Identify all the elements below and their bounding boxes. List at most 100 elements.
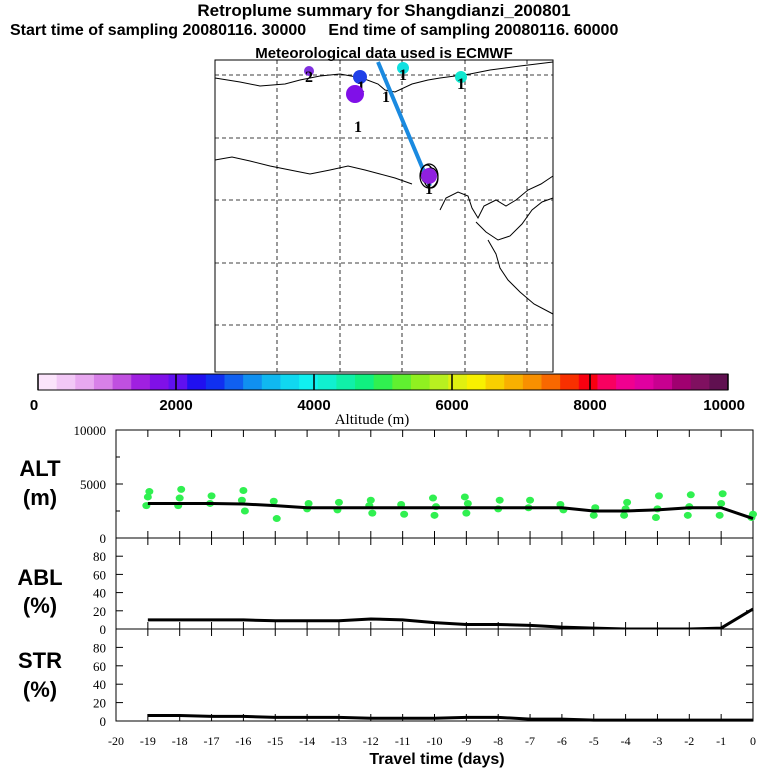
colorbar-swatch bbox=[243, 374, 263, 390]
x-tick-label: -14 bbox=[299, 734, 315, 748]
end-label: End time of sampling bbox=[328, 22, 491, 39]
particle-point bbox=[686, 491, 695, 499]
y-tick-label: 0 bbox=[100, 531, 107, 546]
str-frame bbox=[115, 628, 754, 722]
colorbar-swatch bbox=[373, 374, 393, 390]
x-tick-label: -10 bbox=[427, 734, 443, 748]
particle-point bbox=[718, 490, 727, 498]
chart-title: Retroplume summary for Shangdianzi_20080… bbox=[197, 1, 571, 20]
y-tick-label: 5000 bbox=[80, 477, 106, 492]
x-tick-label: -12 bbox=[363, 734, 379, 748]
altitude-colorbar bbox=[37, 373, 729, 391]
colorbar-swatch bbox=[224, 374, 244, 390]
y-tick-label: 80 bbox=[93, 549, 106, 564]
colorbar-swatch bbox=[597, 374, 617, 390]
x-tick-label: -15 bbox=[267, 734, 283, 748]
colorbar-swatch bbox=[466, 374, 487, 390]
colorbar-tick-label: 2000 bbox=[159, 397, 192, 414]
particle-point bbox=[430, 511, 439, 519]
colorbar-swatch bbox=[504, 374, 524, 390]
particle-point bbox=[400, 510, 409, 518]
particle-point bbox=[175, 494, 184, 502]
particle-point bbox=[368, 509, 377, 517]
x-tick-label: -13 bbox=[331, 734, 347, 748]
y-tick-label: 10000 bbox=[74, 423, 107, 438]
colorbar-swatch bbox=[336, 374, 356, 390]
alt-unit: (m) bbox=[23, 485, 57, 510]
end-value: 20080116. 60000 bbox=[494, 22, 619, 39]
x-tick-label: -7 bbox=[525, 734, 535, 748]
x-tick-label: -19 bbox=[140, 734, 156, 748]
colorbar-swatch bbox=[149, 374, 170, 390]
colorbar-swatch bbox=[56, 374, 76, 390]
cluster-dot bbox=[455, 71, 467, 83]
x-tick-label: -16 bbox=[235, 734, 251, 748]
x-tick-label: -11 bbox=[395, 734, 411, 748]
particle-point bbox=[651, 513, 660, 521]
y-tick-label: 60 bbox=[93, 567, 106, 582]
colorbar-tick-label: 4000 bbox=[297, 397, 330, 414]
colorbar-label: Altitude (m) bbox=[335, 412, 410, 428]
x-tick-label: -1 bbox=[716, 734, 726, 748]
colorbar-swatch bbox=[541, 374, 561, 390]
particle-point bbox=[366, 496, 375, 504]
cluster-label: 1 bbox=[354, 119, 362, 136]
cluster-label: 1 bbox=[382, 89, 390, 106]
colorbar-swatch bbox=[448, 374, 468, 390]
particle-point bbox=[683, 511, 692, 519]
cluster-dot bbox=[304, 66, 314, 76]
cluster-dot bbox=[397, 62, 409, 74]
colorbar-swatch bbox=[168, 374, 188, 390]
colorbar-swatch bbox=[280, 374, 300, 390]
cluster-dot bbox=[421, 168, 437, 184]
y-tick-label: 80 bbox=[93, 640, 106, 655]
start-value: 20080116. 30000 bbox=[182, 22, 307, 39]
str-title: STR bbox=[18, 648, 62, 673]
colorbar-swatch bbox=[355, 374, 375, 390]
particle-point bbox=[463, 499, 472, 507]
particle-point bbox=[620, 511, 629, 519]
start-label: Start time of sampling bbox=[10, 22, 179, 39]
colorbar-swatch bbox=[131, 374, 151, 390]
y-tick-label: 40 bbox=[93, 586, 106, 601]
cluster-dot bbox=[346, 85, 364, 103]
colorbar-swatch bbox=[522, 374, 543, 390]
meteorological-data: Meteorological data used is ECMWF bbox=[255, 45, 513, 62]
y-tick-label: 60 bbox=[93, 659, 106, 674]
particle-point bbox=[429, 494, 437, 502]
x-tick-label: -17 bbox=[204, 734, 220, 748]
x-tick-label: -20 bbox=[108, 734, 124, 748]
colorbar-swatch bbox=[429, 374, 449, 390]
colorbar-swatch bbox=[317, 374, 337, 390]
y-tick-label: 40 bbox=[93, 677, 106, 692]
cluster-label: 1 bbox=[425, 181, 433, 198]
colorbar-swatch bbox=[75, 374, 95, 390]
colorbar-swatch bbox=[38, 374, 58, 390]
particle-point bbox=[717, 499, 726, 507]
particle-point bbox=[460, 493, 469, 501]
x-tick-label: -2 bbox=[684, 734, 694, 748]
colorbar-swatch bbox=[485, 374, 505, 390]
colorbar-tick-label: 6000 bbox=[435, 397, 468, 414]
colorbar-tick-label: 8000 bbox=[573, 397, 606, 414]
cluster-label: 1 bbox=[457, 76, 465, 93]
alt-line bbox=[147, 501, 754, 520]
colorbar-swatch bbox=[93, 374, 114, 390]
y-tick-label: 0 bbox=[100, 622, 107, 637]
particle-point bbox=[177, 485, 186, 493]
cluster-label: 1 bbox=[399, 67, 407, 84]
particle-point bbox=[240, 507, 249, 515]
cluster-label: 2 bbox=[305, 69, 313, 86]
particle-point bbox=[495, 496, 504, 504]
y-tick-label: 20 bbox=[93, 604, 106, 619]
particle-point bbox=[272, 515, 281, 523]
particle-point bbox=[269, 497, 278, 505]
alt-frame bbox=[115, 429, 754, 539]
colorbar-swatch bbox=[187, 374, 207, 390]
particle-point bbox=[715, 511, 724, 519]
particle-point bbox=[143, 493, 152, 501]
colorbar-swatch bbox=[205, 374, 225, 390]
sampling-times: Start time of sampling 20080116. 30000 E… bbox=[10, 22, 618, 40]
particle-point bbox=[654, 492, 663, 500]
